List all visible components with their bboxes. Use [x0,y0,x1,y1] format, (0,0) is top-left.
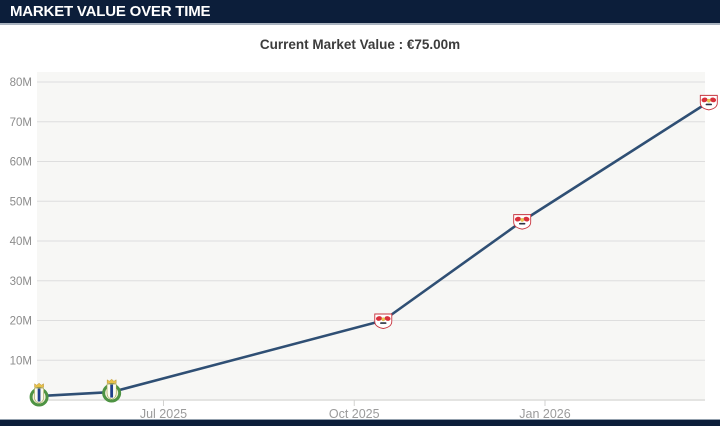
y-axis-label: 20M [10,316,32,328]
next-section-header-bar [0,419,720,426]
section-title: MARKET VALUE OVER TIME [10,3,211,20]
rb-leipzig-crest-icon[interactable] [513,214,532,230]
y-axis-label: 10M [10,355,32,367]
y-axis-label: 70M [10,117,32,129]
y-axis-label: 40M [10,236,32,248]
x-axis-label: Jan 2026 [519,407,570,421]
y-axis-label: 50M [10,196,32,208]
current-market-value-label: Current Market Value : €75.00m [259,37,461,52]
leganes-crest-icon[interactable] [102,378,122,403]
leganes-crest-icon[interactable] [29,382,49,407]
section-header: MARKET VALUE OVER TIME [0,0,720,25]
y-axis-label: 30M [10,276,32,288]
rb-leipzig-crest-icon[interactable] [374,313,393,329]
y-axis-label: 80M [10,77,32,89]
x-axis-label: Jul 2025 [140,407,187,421]
y-axis-label: 60M [10,157,32,169]
x-axis-label: Oct 2025 [329,407,380,421]
plot-area [37,72,705,401]
rb-leipzig-crest-icon[interactable] [699,94,718,111]
